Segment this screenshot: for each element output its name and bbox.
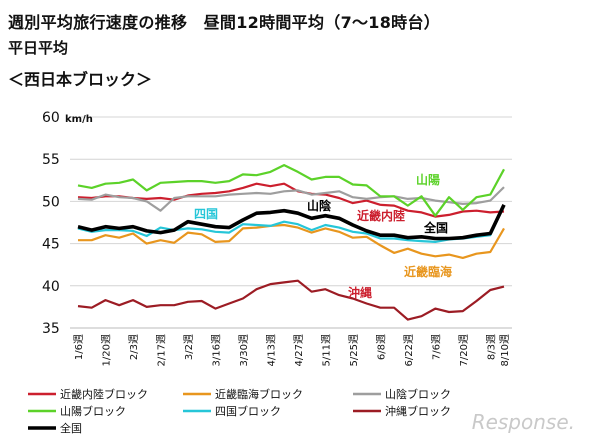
x-tick-label: 5/11週 (320, 334, 332, 366)
x-tick-label: 5/25週 (348, 334, 360, 366)
series-annotation: 山陰 (307, 198, 332, 213)
series-line (77, 164, 505, 217)
x-tick-label: 8/3週 (485, 334, 497, 360)
watermark: Response. (471, 410, 575, 434)
chart-title: 週別平均旅行速度の推移 昼間12時間平均（7～18時台） (8, 13, 441, 32)
legend-label: 近畿臨海ブロック (215, 387, 303, 401)
x-tick-label: 7/20週 (458, 334, 470, 366)
chart-subtitle: 平日平均 (8, 39, 69, 57)
block-label: ＜西日本ブロック＞ (8, 70, 153, 89)
y-tick-label: 45 (42, 237, 60, 253)
x-tick-label: 4/27週 (293, 334, 305, 366)
x-tick-label: 6/22週 (403, 334, 415, 366)
x-tick-label: 2/3週 (128, 334, 140, 360)
legend-label: 近畿内陸ブロック (60, 387, 148, 401)
series-annotation: 近畿臨海 (404, 264, 452, 279)
legend-label: 沖縄ブロック (385, 404, 451, 418)
y-tick-label: 35 (42, 321, 60, 337)
y-tick-label: 60 (42, 110, 60, 126)
legend-label: 四国ブロック (215, 404, 281, 418)
series-annotation: 山陽 (416, 172, 440, 187)
series-line (77, 279, 505, 321)
series-line (77, 205, 505, 243)
series-line (77, 182, 505, 218)
series-annotation: 沖縄 (348, 285, 372, 300)
series-line (77, 186, 505, 212)
x-tick-label: 8/10週 (499, 334, 511, 366)
x-tick-label: 7/6週 (430, 334, 442, 360)
x-tick-label: 3/30週 (238, 334, 250, 366)
legend-label: 山陰ブロック (385, 387, 451, 401)
y-tick-label: 50 (42, 194, 60, 210)
y-unit-label: km/h (65, 114, 93, 125)
x-tick-label: 3/2週 (183, 334, 195, 360)
x-tick-label: 1/6週 (73, 334, 85, 360)
legend-label: 全国 (60, 421, 82, 435)
x-tick-label: 2/17週 (155, 334, 167, 366)
series-line (77, 204, 506, 241)
x-tick-label: 6/8週 (375, 334, 387, 360)
y-tick-label: 55 (42, 152, 60, 168)
series-annotation: 四国 (194, 207, 218, 221)
legend-label: 山陽ブロック (60, 404, 126, 418)
x-tick-label: 1/20週 (100, 334, 112, 366)
series-line (78, 223, 505, 259)
x-tick-label: 3/16週 (210, 334, 222, 366)
series-annotation: 全国 (423, 220, 448, 235)
x-tick-label: 4/13週 (265, 334, 277, 366)
series-annotation: 近畿内陸 (357, 208, 405, 223)
y-tick-label: 40 (42, 279, 60, 295)
